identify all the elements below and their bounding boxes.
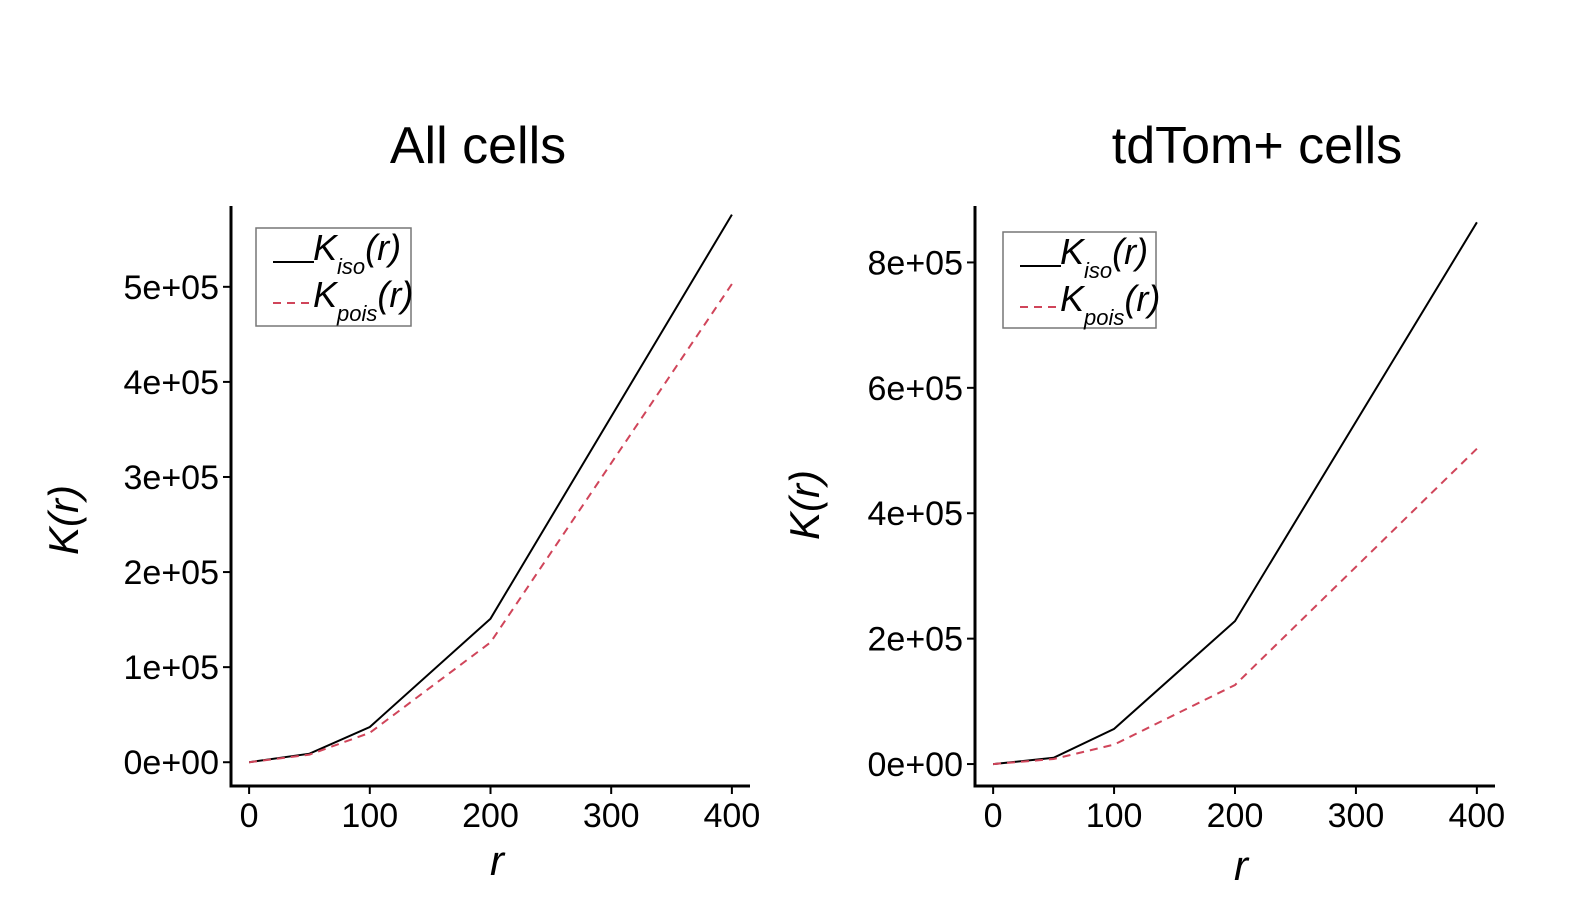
legend-label-pois: Kpois(r) (313, 274, 413, 326)
legend-label-pois: Kpois(r) (1060, 278, 1160, 330)
legend: Kiso(r)Kpois(r) (255, 227, 413, 327)
legend-label-subscript: iso (337, 254, 365, 279)
y-tick-label: 0e+00 (868, 746, 964, 784)
y-tick-label: 1e+05 (124, 649, 220, 687)
legend-label-base: K (1060, 231, 1086, 272)
series-line-pois (993, 447, 1478, 766)
x-tick-label: 200 (1207, 797, 1264, 835)
y-tick-label: 3e+05 (124, 459, 220, 497)
legend-label-iso: Kiso(r) (1060, 231, 1148, 283)
legend-label-arg: (r) (1124, 278, 1160, 319)
chart-all-cells: All cells 0e+00 1e+05 2e+05 3e+05 4e+05 5e+05 0… (40, 117, 761, 884)
legend-label-subscript: pois (1083, 305, 1124, 330)
y-tick-label: 4e+05 (868, 495, 964, 533)
x-tick-label: 300 (1328, 797, 1385, 835)
y-tick-label: 2e+05 (868, 621, 964, 659)
x-axis-label: r (1234, 842, 1250, 889)
legend-label-subscript: pois (336, 301, 377, 326)
legend-label-base: K (313, 227, 339, 268)
y-axis-label: K(r) (787, 470, 828, 540)
x-tick-label: 100 (1086, 797, 1143, 835)
series-line-pois (248, 283, 733, 764)
y-tick-label: 8e+05 (868, 244, 964, 282)
chart-panel-tdtom-cells: tdTom+ cells 0e+00 2e+05 4e+05 6e+05 8e+05 0 10… (787, 0, 1574, 915)
chart-panel-all-cells: All cells 0e+00 1e+05 2e+05 3e+05 4e+05 5e+05 0… (40, 117, 761, 884)
legend-label-base: K (313, 274, 339, 315)
chart-title: tdTom+ cells (1112, 117, 1402, 175)
legend-box (255, 227, 412, 327)
x-tick-label: 200 (462, 797, 519, 835)
x-tick-label: 400 (704, 797, 761, 835)
x-tick-label: 400 (1448, 797, 1505, 835)
y-tick-label: 5e+05 (124, 269, 220, 307)
x-axis-label: r (490, 837, 506, 884)
legend-label-base: K (1060, 278, 1086, 319)
y-tick-label: 0e+00 (124, 744, 220, 782)
legend-label-arg: (r) (1112, 231, 1148, 272)
legend-label-arg: (r) (377, 274, 413, 315)
chart-tdtom-cells: tdTom+ cells 0e+00 2e+05 4e+05 6e+05 8e+05 0 10… (787, 117, 1505, 889)
y-tick-label: 2e+05 (124, 554, 220, 592)
legend-box (1002, 231, 1157, 329)
series-line-iso (248, 214, 733, 764)
x-tick-label: 0 (984, 797, 1003, 835)
legend: Kiso(r)Kpois(r) (1002, 231, 1160, 330)
y-axis-label: K(r) (40, 485, 87, 555)
x-tick-label: 0 (240, 797, 259, 835)
chart-title: All cells (390, 117, 566, 175)
series-line-iso (992, 221, 1478, 766)
y-tick-label: 6e+05 (868, 370, 964, 408)
x-tick-label: 100 (341, 797, 398, 835)
legend-label-iso: Kiso(r) (313, 227, 401, 279)
x-tick-label: 300 (583, 797, 640, 835)
legend-label-arg: (r) (365, 227, 401, 268)
y-tick-label: 4e+05 (124, 364, 220, 402)
legend-label-subscript: iso (1084, 258, 1112, 283)
